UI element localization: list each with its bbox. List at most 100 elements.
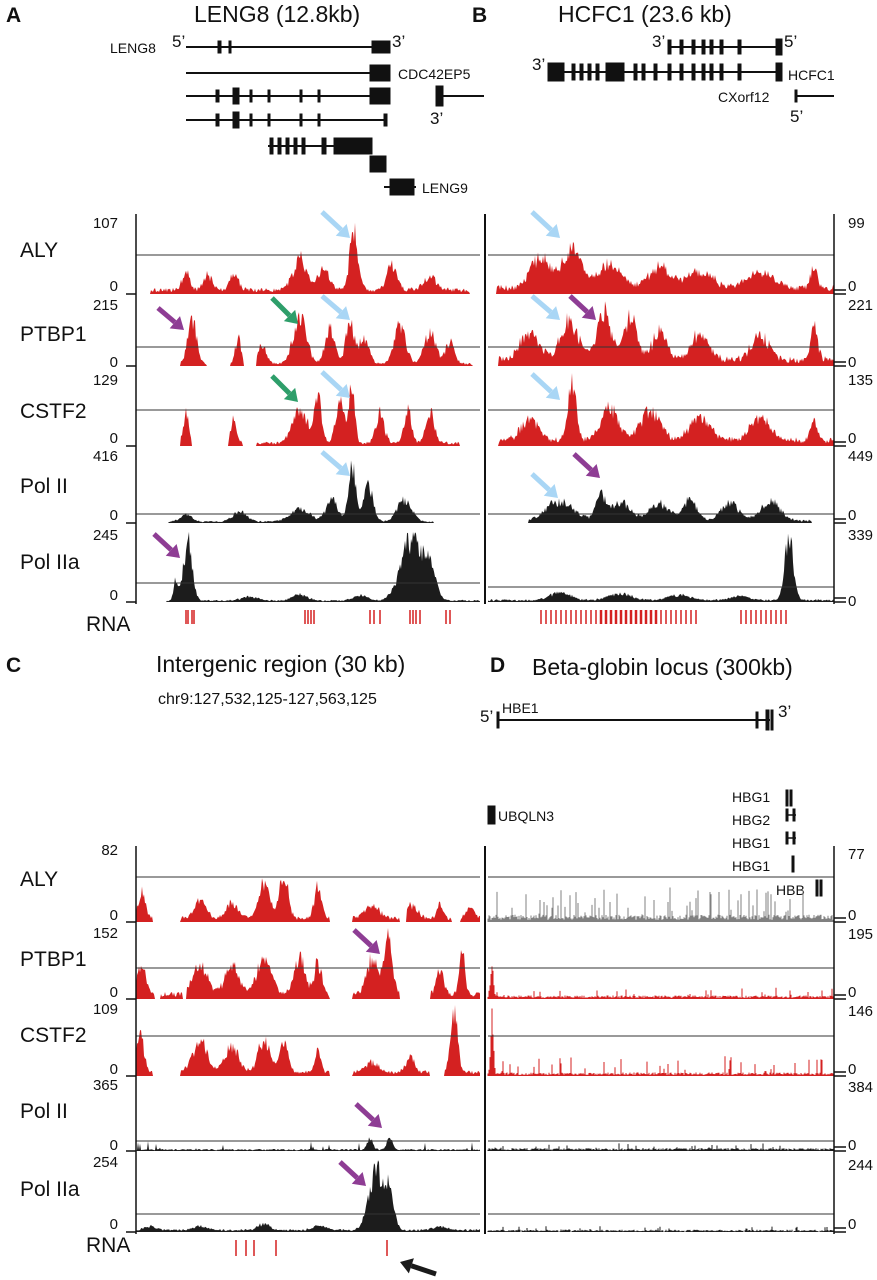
scale-max-d-pol-iia: 244 bbox=[848, 1157, 873, 1174]
gene-model-d bbox=[487, 709, 823, 897]
scale-max-a-pol-iia: 245 bbox=[93, 527, 118, 544]
panel-letter-d: D bbox=[490, 654, 505, 677]
purple-arrow bbox=[156, 306, 184, 330]
light-blue-arrow-head bbox=[335, 306, 350, 320]
signal-a-ptbp1 bbox=[136, 312, 480, 366]
purple-arrow bbox=[152, 532, 180, 558]
gene-label-hbe1: HBE1 bbox=[502, 700, 539, 716]
purple-arrow-head bbox=[367, 1113, 382, 1128]
scale-max-b-ptbp1: 221 bbox=[848, 297, 873, 314]
purple-arrow-head bbox=[581, 305, 596, 320]
scale-min-a-ptbp1: 0 bbox=[110, 354, 118, 371]
scale-min-b-pol-ii: 0 bbox=[848, 507, 856, 524]
purple-arrow bbox=[338, 1160, 366, 1186]
strand-label: 3’ bbox=[778, 702, 791, 721]
strand-label: 3’ bbox=[430, 109, 443, 128]
scale-max-c-ptbp1: 152 bbox=[93, 925, 118, 942]
scale-max-d-ptbp1: 195 bbox=[848, 926, 873, 943]
rna-track-label: RNA bbox=[86, 1234, 130, 1257]
gene-label-cxorf12: CXorf12 bbox=[718, 89, 770, 105]
signal-c-cstf2 bbox=[136, 1005, 480, 1076]
panel-title-b: HCFC1 (23.6 kb) bbox=[558, 1, 732, 27]
track-label-ptbp1: PTBP1 bbox=[20, 323, 87, 346]
annotation-arrows bbox=[152, 210, 600, 1277]
signal-b-ptbp1 bbox=[488, 301, 834, 366]
light-blue-arrow bbox=[530, 472, 558, 498]
track-label-pol-ii: Pol II bbox=[20, 475, 68, 498]
scale-min-c-pol-iia: 0 bbox=[110, 1216, 118, 1233]
purple-arrow bbox=[572, 452, 600, 478]
strand-label: 5’ bbox=[784, 32, 797, 51]
rna-track-label: RNA bbox=[86, 613, 130, 636]
light-blue-arrow bbox=[320, 210, 350, 238]
signal-c-pol-ii bbox=[136, 1137, 480, 1151]
track-label-cstf2: CSTF2 bbox=[20, 1024, 87, 1047]
scale-max-a-pol-ii: 416 bbox=[93, 448, 118, 465]
light-blue-arrow-head bbox=[545, 306, 560, 320]
signal-b-aly bbox=[488, 241, 834, 294]
scale-max-b-aly: 99 bbox=[848, 215, 865, 232]
gene-label-hcfc1: HCFC1 bbox=[788, 67, 835, 83]
gene-label-leng8: LENG8 bbox=[110, 40, 156, 56]
light-blue-arrow-head bbox=[545, 223, 560, 238]
scale-max-b-pol-ii: 449 bbox=[848, 448, 873, 465]
track-frames bbox=[126, 214, 846, 1256]
light-blue-arrow-shaft bbox=[530, 210, 553, 232]
black-arrow-head bbox=[400, 1258, 414, 1274]
purple-arrow-shaft bbox=[152, 532, 173, 552]
signal-d-ptbp1 bbox=[487, 966, 835, 999]
scale-min-b-pol-iia: 0 bbox=[848, 593, 856, 610]
scale-max-b-cstf2: 135 bbox=[848, 372, 873, 389]
black-arrow-shaft bbox=[410, 1263, 437, 1277]
purple-arrow-head bbox=[585, 463, 600, 478]
scale-min-d-aly: 0 bbox=[848, 907, 856, 924]
gene-label-leng9: LENG9 bbox=[422, 180, 468, 196]
light-blue-arrow-shaft bbox=[530, 372, 553, 394]
scale-min-d-cstf2: 0 bbox=[848, 1061, 856, 1078]
track-label-pol-ii: Pol II bbox=[20, 1100, 68, 1123]
light-blue-arrow-shaft bbox=[320, 294, 343, 315]
panel-coordinates-c: chr9:127,532,125-127,563,125 bbox=[158, 691, 377, 708]
gene-label-hbb: HBB bbox=[776, 882, 805, 898]
purple-arrow bbox=[352, 928, 380, 954]
light-blue-arrow bbox=[530, 210, 560, 238]
signal-c-pol-iia bbox=[136, 1160, 480, 1232]
light-blue-arrow-shaft bbox=[320, 370, 343, 392]
scale-min-a-cstf2: 0 bbox=[110, 430, 118, 447]
scale-min-a-aly: 0 bbox=[110, 278, 118, 295]
signal-c-aly bbox=[136, 878, 480, 922]
purple-arrow-shaft bbox=[568, 294, 589, 314]
purple-arrow-shaft bbox=[352, 928, 373, 948]
panel-title-c: Intergenic region (30 kb) bbox=[156, 651, 405, 677]
scale-min-d-pol-iia: 0 bbox=[848, 1216, 856, 1233]
purple-arrow-shaft bbox=[156, 306, 177, 325]
gene-label-hbg1: HBG1 bbox=[732, 858, 770, 874]
scale-max-d-aly: 77 bbox=[848, 846, 865, 863]
light-blue-arrow-head bbox=[335, 223, 350, 238]
strand-label: 3’ bbox=[532, 55, 545, 74]
track-label-pol-iia: Pol IIa bbox=[20, 1178, 80, 1201]
scale-min-b-cstf2: 0 bbox=[848, 430, 856, 447]
purple-arrow bbox=[568, 294, 596, 320]
scale-max-c-pol-iia: 254 bbox=[93, 1154, 118, 1171]
light-blue-arrow bbox=[530, 294, 560, 320]
scale-max-d-pol-ii: 384 bbox=[848, 1079, 873, 1096]
signal-a-cstf2 bbox=[136, 384, 480, 446]
scale-max-a-aly: 107 bbox=[93, 215, 118, 232]
signal-b-pol-ii bbox=[488, 489, 834, 523]
panel-letter-c: C bbox=[6, 654, 21, 677]
strand-label: 5’ bbox=[172, 32, 185, 51]
panel-title-a: LENG8 (12.8kb) bbox=[194, 1, 360, 27]
scale-max-a-ptbp1: 215 bbox=[93, 297, 118, 314]
purple-arrow-head bbox=[169, 316, 184, 330]
track-label-ptbp1: PTBP1 bbox=[20, 948, 87, 971]
scale-max-a-cstf2: 129 bbox=[93, 372, 118, 389]
green-arrow-shaft bbox=[270, 296, 292, 318]
scale-min-c-ptbp1: 0 bbox=[110, 984, 118, 1001]
black-arrow bbox=[400, 1258, 437, 1277]
signal-a-pol-iia bbox=[136, 531, 480, 602]
panel-letter-b: B bbox=[472, 4, 487, 27]
panel-letter-a: A bbox=[6, 4, 21, 27]
signal-b-cstf2 bbox=[488, 373, 834, 446]
gene-label-cdc42ep5: CDC42EP5 bbox=[398, 66, 471, 82]
